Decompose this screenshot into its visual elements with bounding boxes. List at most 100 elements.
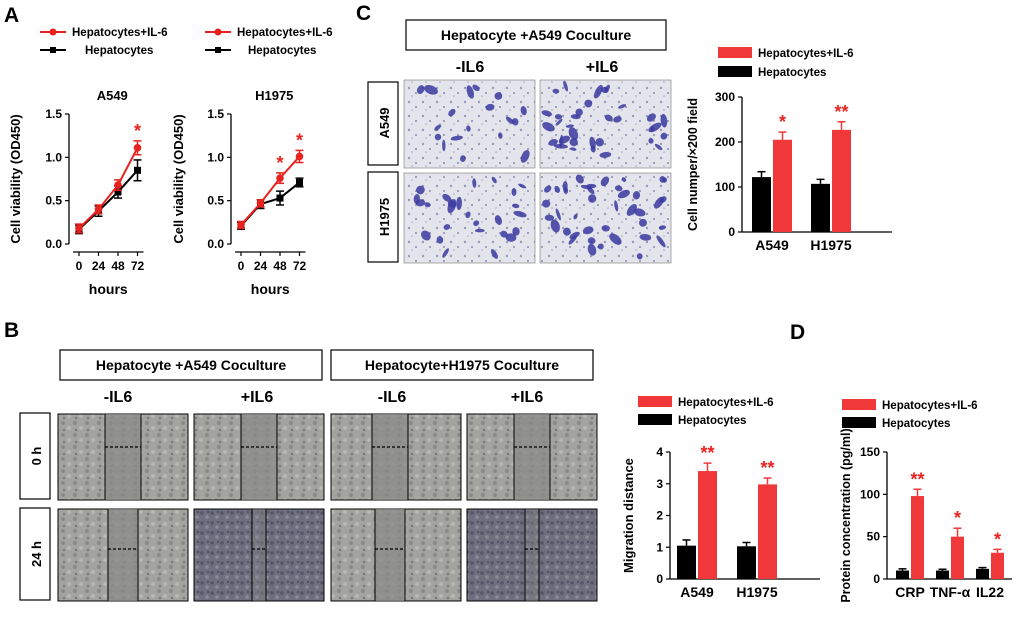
panel-b-condition: -IL6 [378, 389, 407, 406]
legend-il6-label: Hepatocytes+IL-6 [72, 27, 168, 39]
stained-cell [442, 193, 452, 202]
y-tick-label: 100 [715, 180, 735, 194]
scratch-micrographs [57, 413, 598, 602]
stained-cell [490, 249, 498, 259]
stained-cell [421, 230, 431, 241]
significance-star: * [954, 508, 961, 528]
stained-cell [584, 99, 593, 108]
bar-il6 [832, 129, 851, 232]
stained-cell [597, 243, 604, 250]
y-tick-label: 1.5 [45, 107, 62, 121]
scratch-gap [375, 509, 405, 601]
legend-b: Hepatocytes+IL-6 Hepatocytes [638, 396, 774, 427]
stained-cell [448, 108, 456, 117]
y-tick-label: 1.0 [207, 150, 224, 164]
stained-cell [465, 211, 471, 219]
y-tick-label: 150 [860, 445, 880, 459]
y-tick-label: 1 [656, 540, 663, 554]
significance-star: * [276, 153, 283, 173]
panel-c-condition-minus: -IL6 [456, 59, 485, 76]
y-axis-label: Cell viability (OD450) [171, 114, 186, 243]
panel-c-condition-plus: +IL6 [586, 59, 619, 76]
x-tick-label: 0 [76, 259, 83, 273]
stained-cell [443, 224, 451, 230]
x-tick-label: 0 [238, 259, 245, 273]
stained-cell [601, 225, 610, 232]
stained-cell [575, 174, 584, 184]
stained-cell [485, 103, 495, 111]
stained-cell [562, 227, 571, 236]
x-tick-label: 48 [273, 259, 287, 273]
stained-cell [512, 203, 520, 209]
significance-star: * [296, 130, 303, 150]
significance-star: ** [910, 469, 924, 489]
stained-cell [416, 85, 425, 95]
stained-cell [587, 243, 597, 256]
stained-cell [520, 150, 530, 163]
x-tick-label: H1975 [736, 584, 777, 600]
legend-a-left: Hepatocytes+IL-6 Hepatocytes [40, 27, 168, 57]
stained-cell [472, 178, 477, 188]
y-tick-label: 0.0 [207, 237, 224, 251]
series-line-il6 [240, 155, 301, 226]
legend-il6-label: Hepatocytes+IL-6 [882, 400, 978, 412]
stained-cell [595, 137, 604, 147]
stained-cell [434, 124, 442, 131]
stained-cell [658, 225, 667, 230]
significance-star: ** [834, 102, 848, 122]
data-point-hepatocytes [134, 166, 141, 174]
stained-cell [447, 199, 457, 214]
stained-cell [609, 233, 622, 245]
y-tick-label: 300 [715, 90, 735, 104]
legend-il6-swatch [718, 47, 752, 58]
chart-title: A549 [97, 88, 128, 103]
stained-cell [626, 203, 637, 216]
scratch-micrograph [466, 508, 598, 602]
chart-title: H1975 [255, 88, 293, 103]
y-tick-label: 0 [728, 225, 735, 239]
panel-b-header-a549: Hepatocyte +A549 Coculture [96, 357, 286, 373]
scratch-gap [372, 414, 408, 500]
stained-cell [617, 189, 630, 199]
bar-hepatocytes [936, 570, 949, 579]
stained-cell [474, 228, 485, 233]
stained-cell [505, 233, 517, 242]
stained-cell [569, 231, 580, 240]
stained-cell [450, 135, 463, 141]
stained-cell [618, 104, 627, 109]
stained-cell [436, 236, 444, 244]
stained-cell [613, 116, 622, 123]
stained-cell [511, 188, 517, 196]
y-tick-label: 0.0 [45, 237, 62, 251]
stained-cell [639, 233, 652, 241]
legend-hep-swatch [638, 414, 672, 425]
stained-cell [656, 235, 666, 248]
stained-cell [650, 126, 655, 133]
y-tick-label: 3 [656, 477, 663, 491]
scratch-gap [241, 414, 277, 500]
x-tick-label: 24 [254, 259, 268, 273]
bar-hepatocytes [752, 177, 771, 232]
significance-star: ** [760, 458, 774, 478]
stained-cell [554, 185, 561, 193]
legend-hep-label: Hepatocytes [882, 418, 950, 430]
y-tick-label: 100 [860, 487, 880, 501]
panel-b-condition: +IL6 [241, 389, 274, 406]
y-tick-label: 2 [656, 509, 663, 523]
data-point-hepatocytes [296, 178, 303, 186]
stained-cell [424, 84, 438, 95]
panel-b-header-h1975: Hepatocyte+H1975 Coculture [365, 357, 559, 373]
legend-a-right: Hepatocytes+IL-6 Hepatocytes [205, 27, 333, 57]
y-tick-label: 0.5 [45, 194, 62, 208]
panel-c-row-h1975: H1975 [377, 198, 392, 236]
series-line-il6 [78, 147, 139, 230]
x-tick-label: 72 [131, 259, 145, 273]
stained-cell [587, 237, 596, 245]
y-tick-label: 4 [656, 445, 663, 459]
stained-cell [600, 176, 610, 187]
significance-star: * [994, 529, 1001, 549]
legend-hep-swatch [718, 66, 752, 77]
stained-cell [542, 122, 555, 132]
